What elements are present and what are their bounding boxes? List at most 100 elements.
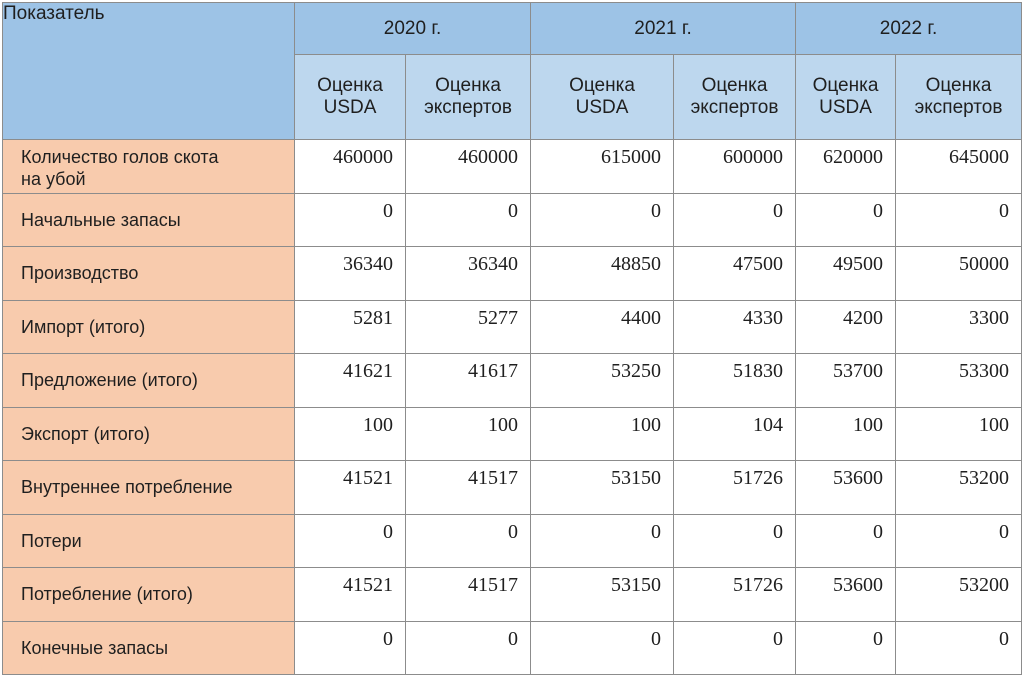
table-row: Потребление (итого) 41521 41517 53150 51726 5… bbox=[2, 567, 1022, 622]
table-cell: 0 bbox=[895, 192, 1022, 247]
table-cell: 48850 bbox=[530, 246, 674, 301]
table-row: Количество голов скота на убой 460000 46000… bbox=[2, 139, 1022, 194]
table-cell: 0 bbox=[673, 620, 796, 675]
table-cell: 615000 bbox=[530, 139, 674, 194]
table-cell: 53200 bbox=[895, 567, 1022, 622]
table-cell: 0 bbox=[795, 513, 896, 568]
table-cell: 100 bbox=[530, 406, 674, 461]
header-row-years: Показатель 2020 г. 2021 г. 2022 г. bbox=[2, 2, 1022, 140]
indicator-header-label: Показатель bbox=[3, 3, 105, 24]
sub-header-usda: Оценка USDA bbox=[294, 54, 406, 140]
table-cell: 0 bbox=[895, 513, 1022, 568]
table-cell: 51830 bbox=[673, 353, 796, 408]
table-cell: 3300 bbox=[895, 299, 1022, 354]
table-cell: 0 bbox=[530, 192, 674, 247]
table-body: Количество голов скота на убой 460000 46000… bbox=[2, 139, 1022, 675]
indicator-header: Показатель bbox=[2, 2, 295, 140]
table-cell: 53600 bbox=[795, 567, 896, 622]
row-label: Импорт (итого) bbox=[2, 299, 295, 354]
row-label: Потребление (итого) bbox=[2, 567, 295, 622]
table-row: Потери 0 0 0 0 0 0 bbox=[2, 513, 1022, 568]
table-row: Начальные запасы 0 0 0 0 0 0 bbox=[2, 192, 1022, 247]
table-cell: 51726 bbox=[673, 460, 796, 515]
table-cell: 41517 bbox=[405, 460, 531, 515]
row-label-text: на убой bbox=[21, 169, 86, 189]
row-label: Предложение (итого) bbox=[2, 353, 295, 408]
table-cell: 620000 bbox=[795, 139, 896, 194]
table-cell: 100 bbox=[294, 406, 406, 461]
sub-header-line2: USDA bbox=[575, 97, 629, 118]
year-header-2021: 2021 г. bbox=[530, 2, 796, 55]
sub-header-line2: USDA bbox=[323, 97, 377, 118]
table-cell: 36340 bbox=[405, 246, 531, 301]
sub-header-experts: Оценка экспертов bbox=[405, 54, 531, 140]
table-cell: 600000 bbox=[673, 139, 796, 194]
table-cell: 0 bbox=[294, 620, 406, 675]
table-cell: 645000 bbox=[895, 139, 1022, 194]
sub-header-line1: Оценка bbox=[569, 75, 635, 96]
table-cell: 0 bbox=[405, 192, 531, 247]
table-cell: 47500 bbox=[673, 246, 796, 301]
table-cell: 41621 bbox=[294, 353, 406, 408]
table-cell: 460000 bbox=[405, 139, 531, 194]
table-cell: 100 bbox=[795, 406, 896, 461]
row-label: Производство bbox=[2, 246, 295, 301]
table-cell: 53150 bbox=[530, 567, 674, 622]
sub-header-line1: Оценка bbox=[435, 75, 501, 96]
row-label: Внутреннее потребление bbox=[2, 460, 295, 515]
table-cell: 0 bbox=[405, 513, 531, 568]
table-cell: 0 bbox=[294, 192, 406, 247]
table-cell: 4200 bbox=[795, 299, 896, 354]
table-cell: 4400 bbox=[530, 299, 674, 354]
sub-header-line1: Оценка bbox=[317, 75, 383, 96]
table-cell: 53200 bbox=[895, 460, 1022, 515]
row-label-text: Потери bbox=[21, 530, 82, 551]
table-row: Импорт (итого) 5281 5277 4400 4330 4200 3300 bbox=[2, 299, 1022, 354]
table-cell: 0 bbox=[530, 513, 674, 568]
table-cell: 0 bbox=[795, 620, 896, 675]
year-header-2020: 2020 г. bbox=[294, 2, 531, 55]
row-label-text: Потребление (итого) bbox=[21, 584, 193, 605]
table-cell: 5277 bbox=[405, 299, 531, 354]
row-label: Начальные запасы bbox=[2, 192, 295, 247]
table-cell: 53300 bbox=[895, 353, 1022, 408]
sub-header-experts: Оценка экспертов bbox=[673, 54, 796, 140]
row-label: Экспорт (итого) bbox=[2, 406, 295, 461]
table-row: Внутреннее потребление 41521 41517 53150 517… bbox=[2, 460, 1022, 515]
table-cell: 41521 bbox=[294, 460, 406, 515]
table-cell: 50000 bbox=[895, 246, 1022, 301]
row-label-text: Конечные запасы bbox=[21, 637, 169, 658]
sub-header-line2: USDA bbox=[819, 97, 872, 118]
row-label-text: Начальные запасы bbox=[21, 209, 181, 230]
table-cell: 0 bbox=[673, 192, 796, 247]
year-label: 2020 г. bbox=[383, 17, 442, 39]
table-cell: 0 bbox=[405, 620, 531, 675]
table-cell: 0 bbox=[294, 513, 406, 568]
table-cell: 36340 bbox=[294, 246, 406, 301]
year-label: 2021 г. bbox=[634, 17, 692, 39]
table-cell: 53250 bbox=[530, 353, 674, 408]
table-cell: 100 bbox=[405, 406, 531, 461]
sub-header-line2: экспертов bbox=[690, 97, 779, 118]
table-cell: 53600 bbox=[795, 460, 896, 515]
row-label: Конечные запасы bbox=[2, 620, 295, 675]
row-label-text: Внутреннее потребление bbox=[21, 477, 233, 498]
table-cell: 41617 bbox=[405, 353, 531, 408]
table-cell: 53700 bbox=[795, 353, 896, 408]
sub-header-line2: экспертов bbox=[914, 97, 1003, 118]
table-cell: 100 bbox=[895, 406, 1022, 461]
sub-header-line1: Оценка bbox=[925, 75, 992, 96]
table-cell: 0 bbox=[530, 620, 674, 675]
table-cell: 4330 bbox=[673, 299, 796, 354]
table-cell: 460000 bbox=[294, 139, 406, 194]
row-label-text: Импорт (итого) bbox=[21, 316, 146, 337]
table-cell: 0 bbox=[795, 192, 896, 247]
row-label-text: Предложение (итого) bbox=[21, 370, 198, 391]
row-label-text: Экспорт (итого) bbox=[21, 423, 150, 444]
table-cell: 41521 bbox=[294, 567, 406, 622]
table-cell: 53150 bbox=[530, 460, 674, 515]
row-label-text: Производство bbox=[21, 263, 139, 284]
sub-header-line2: экспертов bbox=[424, 97, 512, 118]
row-label-text: Количество голов скота bbox=[21, 147, 219, 167]
